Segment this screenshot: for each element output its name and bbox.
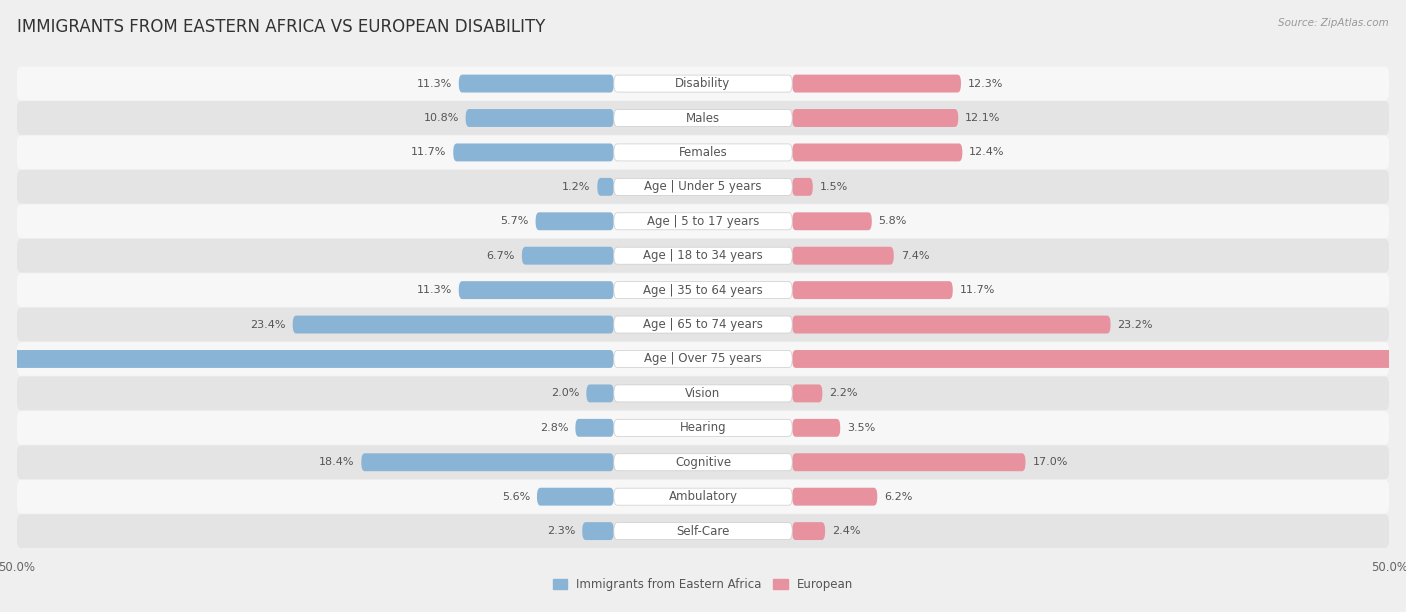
FancyBboxPatch shape <box>17 342 1389 376</box>
FancyBboxPatch shape <box>792 143 962 162</box>
Text: 2.4%: 2.4% <box>832 526 860 536</box>
FancyBboxPatch shape <box>614 213 792 230</box>
FancyBboxPatch shape <box>458 75 614 92</box>
FancyBboxPatch shape <box>292 316 614 334</box>
FancyBboxPatch shape <box>792 178 813 196</box>
FancyBboxPatch shape <box>17 376 1389 410</box>
Text: 6.7%: 6.7% <box>486 251 515 261</box>
Text: Age | 18 to 34 years: Age | 18 to 34 years <box>643 249 763 262</box>
FancyBboxPatch shape <box>17 135 1389 170</box>
FancyBboxPatch shape <box>17 101 1389 135</box>
Text: 18.4%: 18.4% <box>319 457 354 467</box>
FancyBboxPatch shape <box>575 419 614 437</box>
FancyBboxPatch shape <box>465 109 614 127</box>
Text: Age | 35 to 64 years: Age | 35 to 64 years <box>643 283 763 297</box>
FancyBboxPatch shape <box>792 212 872 230</box>
Text: 5.6%: 5.6% <box>502 491 530 502</box>
Text: Ambulatory: Ambulatory <box>668 490 738 503</box>
Text: 11.3%: 11.3% <box>416 78 451 89</box>
Text: 6.2%: 6.2% <box>884 491 912 502</box>
FancyBboxPatch shape <box>792 247 894 264</box>
Text: 2.3%: 2.3% <box>547 526 575 536</box>
Text: Hearing: Hearing <box>679 421 727 435</box>
Text: 23.4%: 23.4% <box>250 319 285 329</box>
FancyBboxPatch shape <box>792 522 825 540</box>
FancyBboxPatch shape <box>792 350 1406 368</box>
FancyBboxPatch shape <box>792 109 959 127</box>
Text: 23.2%: 23.2% <box>1118 319 1153 329</box>
FancyBboxPatch shape <box>614 75 792 92</box>
Text: Age | 65 to 74 years: Age | 65 to 74 years <box>643 318 763 331</box>
Text: Disability: Disability <box>675 77 731 90</box>
Text: 12.3%: 12.3% <box>967 78 1004 89</box>
Text: 2.8%: 2.8% <box>540 423 568 433</box>
Text: IMMIGRANTS FROM EASTERN AFRICA VS EUROPEAN DISABILITY: IMMIGRANTS FROM EASTERN AFRICA VS EUROPE… <box>17 18 546 36</box>
FancyBboxPatch shape <box>614 282 792 299</box>
Text: 2.0%: 2.0% <box>551 389 579 398</box>
Text: Age | Under 5 years: Age | Under 5 years <box>644 181 762 193</box>
FancyBboxPatch shape <box>614 488 792 505</box>
FancyBboxPatch shape <box>614 178 792 195</box>
FancyBboxPatch shape <box>614 419 792 436</box>
FancyBboxPatch shape <box>17 308 1389 341</box>
FancyBboxPatch shape <box>17 411 1389 445</box>
FancyBboxPatch shape <box>17 480 1389 513</box>
FancyBboxPatch shape <box>453 143 614 162</box>
Text: 11.7%: 11.7% <box>411 147 446 157</box>
FancyBboxPatch shape <box>522 247 614 264</box>
FancyBboxPatch shape <box>17 67 1389 100</box>
FancyBboxPatch shape <box>792 419 841 437</box>
FancyBboxPatch shape <box>17 446 1389 479</box>
Text: Males: Males <box>686 111 720 124</box>
Text: 12.1%: 12.1% <box>965 113 1001 123</box>
FancyBboxPatch shape <box>582 522 614 540</box>
Text: Age | 5 to 17 years: Age | 5 to 17 years <box>647 215 759 228</box>
FancyBboxPatch shape <box>598 178 614 196</box>
FancyBboxPatch shape <box>614 110 792 127</box>
FancyBboxPatch shape <box>792 281 953 299</box>
Text: Cognitive: Cognitive <box>675 456 731 469</box>
Text: 2.2%: 2.2% <box>830 389 858 398</box>
FancyBboxPatch shape <box>792 453 1025 471</box>
Text: 5.7%: 5.7% <box>501 216 529 226</box>
FancyBboxPatch shape <box>17 239 1389 272</box>
Text: 5.8%: 5.8% <box>879 216 907 226</box>
FancyBboxPatch shape <box>361 453 614 471</box>
Text: 7.4%: 7.4% <box>901 251 929 261</box>
FancyBboxPatch shape <box>17 273 1389 307</box>
FancyBboxPatch shape <box>614 523 792 540</box>
FancyBboxPatch shape <box>537 488 614 506</box>
FancyBboxPatch shape <box>792 384 823 402</box>
FancyBboxPatch shape <box>792 488 877 506</box>
FancyBboxPatch shape <box>17 514 1389 548</box>
FancyBboxPatch shape <box>614 385 792 402</box>
FancyBboxPatch shape <box>614 453 792 471</box>
FancyBboxPatch shape <box>17 170 1389 204</box>
Text: 1.2%: 1.2% <box>562 182 591 192</box>
Text: 10.8%: 10.8% <box>423 113 458 123</box>
Text: 1.5%: 1.5% <box>820 182 848 192</box>
Text: 11.7%: 11.7% <box>960 285 995 295</box>
Legend: Immigrants from Eastern Africa, European: Immigrants from Eastern Africa, European <box>548 573 858 595</box>
Text: 3.5%: 3.5% <box>846 423 876 433</box>
FancyBboxPatch shape <box>536 212 614 230</box>
Text: Vision: Vision <box>685 387 721 400</box>
Text: Age | Over 75 years: Age | Over 75 years <box>644 353 762 365</box>
FancyBboxPatch shape <box>458 281 614 299</box>
Text: 12.4%: 12.4% <box>969 147 1005 157</box>
FancyBboxPatch shape <box>792 316 1111 334</box>
Text: 17.0%: 17.0% <box>1032 457 1067 467</box>
FancyBboxPatch shape <box>0 350 614 368</box>
FancyBboxPatch shape <box>614 144 792 161</box>
Text: Source: ZipAtlas.com: Source: ZipAtlas.com <box>1278 18 1389 28</box>
FancyBboxPatch shape <box>17 204 1389 238</box>
FancyBboxPatch shape <box>792 75 960 92</box>
Text: Self-Care: Self-Care <box>676 524 730 537</box>
FancyBboxPatch shape <box>614 247 792 264</box>
FancyBboxPatch shape <box>586 384 614 402</box>
FancyBboxPatch shape <box>614 316 792 333</box>
Text: 11.3%: 11.3% <box>416 285 451 295</box>
FancyBboxPatch shape <box>614 351 792 367</box>
Text: Females: Females <box>679 146 727 159</box>
